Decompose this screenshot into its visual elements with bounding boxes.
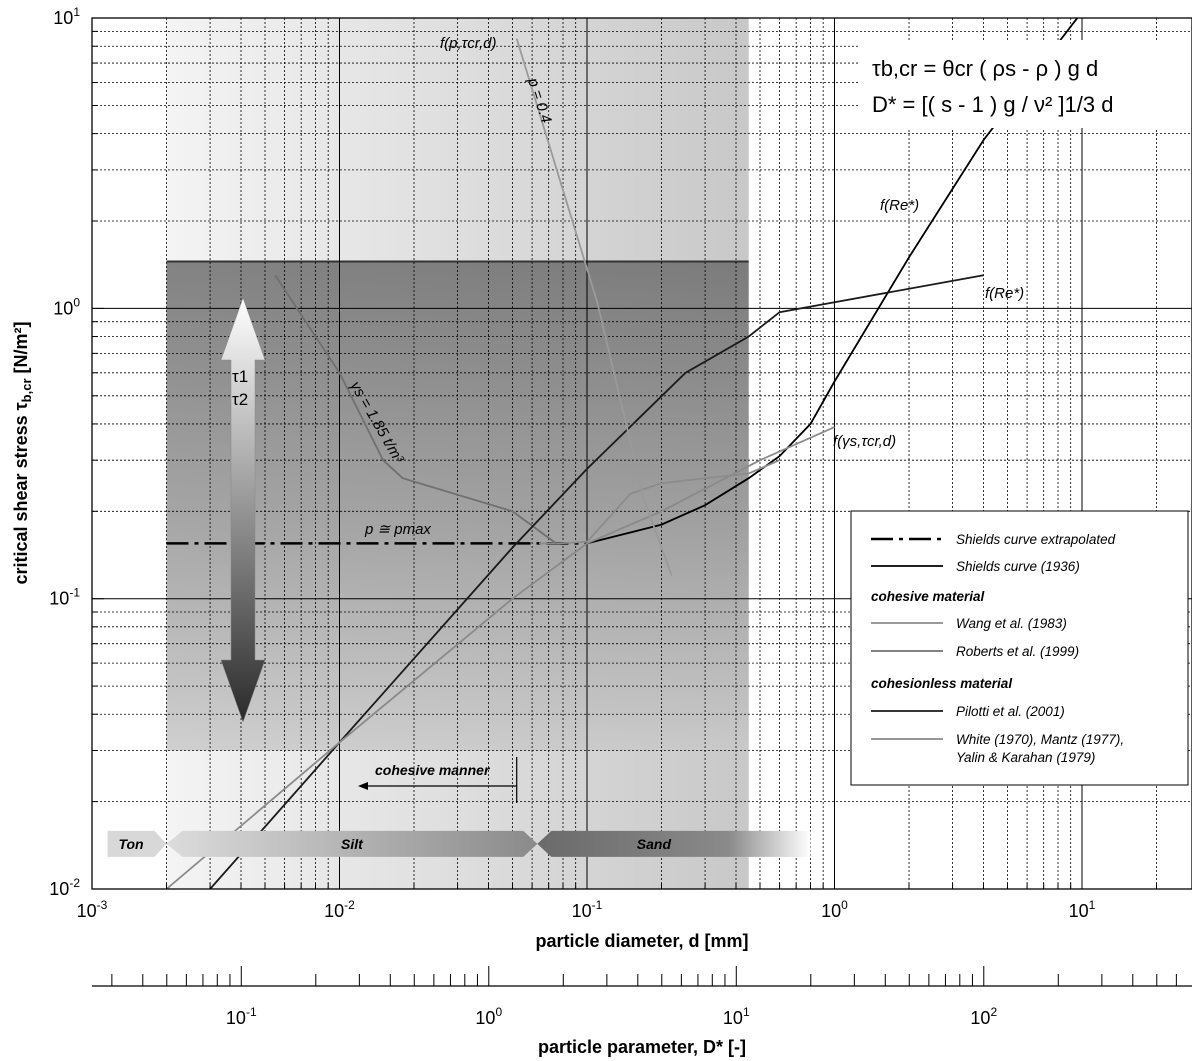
band-sand-label: Sand: [637, 836, 672, 852]
annotation-p-max: p ≅ pmax: [364, 521, 431, 538]
formula-dstar: D* = [( s - 1 ) g / ν² ]1/3 d: [872, 92, 1113, 117]
band-ton: [107, 830, 167, 857]
legend-label: Shields curve (1936): [956, 559, 1080, 574]
legend-label: Roberts et al. (1999): [956, 644, 1079, 659]
x2-tick-label: 100: [475, 1005, 502, 1028]
legend-heading: cohesive material: [871, 589, 985, 604]
y-axis-title: critical shear stress τb,cr [N/m²]: [11, 322, 34, 585]
x-tick-label: 10-3: [77, 898, 108, 921]
formula-box: [858, 40, 1192, 128]
x2-tick-label: 10-1: [226, 1005, 257, 1028]
y-tick-label: 10-1: [49, 586, 80, 609]
cohesive-arrow-head: [358, 782, 368, 790]
annotation-f-re-lower: f(Re*): [985, 285, 1024, 302]
series-line-6: [515, 38, 673, 577]
plot-frame: [91, 17, 1192, 890]
legend: Shields curve extrapolated Shields curve …: [850, 510, 1189, 786]
annotation-f-p-tau-d: f(p,τcr,d): [440, 35, 496, 52]
legend-label: Wang et al. (1983): [956, 616, 1067, 631]
annotation-f-re-upper: f(Re*): [880, 197, 919, 214]
series-lines: [165, 18, 1079, 889]
legend-label: White (1970), Mantz (1977),: [956, 732, 1124, 747]
series-line-2: [539, 459, 780, 545]
legend-label: Yalin & Karahan (1979): [956, 750, 1095, 765]
series-line-5: [165, 426, 835, 889]
annotation-cohesive-manner: cohesive manner: [375, 762, 491, 778]
formula-tau: τb,cr = θcr ( ρs - ρ ) g d: [872, 56, 1098, 81]
annotation-f-gamma: f(γs,τcr,d): [833, 433, 896, 450]
series-line-3: [274, 274, 557, 545]
band-silt-label: Silt: [341, 836, 364, 852]
tau-range-arrow: [220, 297, 266, 723]
x-tick-label: 10-2: [324, 898, 355, 921]
grid: [92, 18, 1192, 889]
x-tick-label: 10-1: [572, 898, 603, 921]
x-tick-label: 100: [821, 898, 848, 921]
x2-axis-title: particle parameter, D* [-]: [538, 1037, 746, 1057]
y-tick-label: 101: [53, 5, 80, 28]
legend-heading: cohesionless material: [871, 676, 1012, 691]
series-line-1: [586, 18, 1079, 545]
x-tick-label: 101: [1069, 898, 1096, 921]
legend-label: Shields curve extrapolated: [956, 532, 1116, 547]
legend-label: Pilotti et al. (2001): [956, 704, 1065, 719]
annotation-tau1: τ1: [232, 367, 248, 386]
y-tick-label: 10-2: [49, 876, 80, 899]
x2-tick-label: 101: [723, 1005, 750, 1028]
y-tick-label: 100: [53, 295, 80, 318]
x2-tick-label: 102: [970, 1005, 997, 1028]
series-line-4: [209, 274, 984, 889]
band-silt: [166, 830, 538, 857]
band-ton-label: Ton: [118, 836, 143, 852]
x-axis-title: particle diameter, d [mm]: [535, 931, 748, 951]
overlays: Ton Silt Sand: [107, 40, 1192, 857]
annotation-tau2: τ2: [232, 390, 248, 409]
band-sand: [537, 830, 811, 857]
